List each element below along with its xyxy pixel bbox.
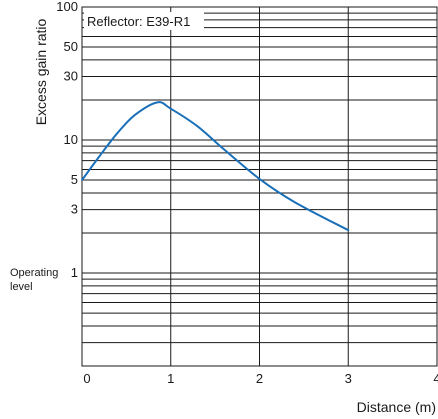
series-layer — [81, 101, 350, 232]
y-tick-label: 10 — [64, 132, 78, 147]
x-axis-title: Distance (m) — [357, 399, 436, 415]
y-tick-label: 100 — [56, 0, 78, 14]
x-tick-label: 2 — [256, 371, 263, 386]
series-line — [81, 101, 350, 232]
legend-background — [84, 12, 204, 30]
operating-level-value: 1 — [71, 265, 78, 280]
chart-grid — [82, 6, 437, 367]
y-tick-label: 50 — [64, 39, 78, 54]
y-axis-title: Excess gain ratio — [33, 18, 49, 125]
x-tick-label: 4 — [433, 371, 438, 386]
y-tick-label: 5 — [71, 172, 78, 187]
y-tick-label: 3 — [71, 202, 78, 217]
x-tick-label: 3 — [345, 371, 352, 386]
legend-label: Reflector: E39-R1 — [87, 14, 190, 29]
y-tick-label: 30 — [64, 69, 78, 84]
plot-frame — [81, 6, 438, 367]
legend: Reflector: E39-R1 — [84, 12, 204, 30]
x-tick-label: 0 — [83, 371, 90, 386]
x-tick-label: 1 — [167, 371, 174, 386]
operating-level-label-line2: level — [10, 281, 33, 293]
operating-level-label-line1: Operating — [10, 267, 58, 279]
